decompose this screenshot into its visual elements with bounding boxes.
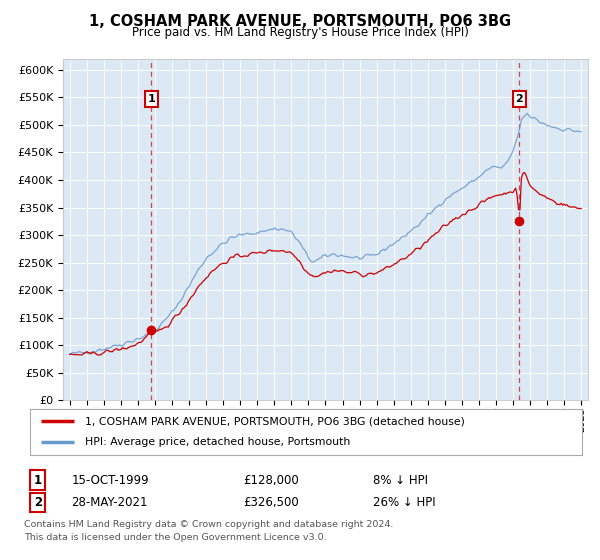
Text: £326,500: £326,500 <box>244 496 299 509</box>
Text: Contains HM Land Registry data © Crown copyright and database right 2024.
This d: Contains HM Land Registry data © Crown c… <box>23 520 393 542</box>
Text: 2: 2 <box>34 496 42 509</box>
Text: 26% ↓ HPI: 26% ↓ HPI <box>373 496 436 509</box>
Text: 2: 2 <box>515 94 523 104</box>
Text: 8% ↓ HPI: 8% ↓ HPI <box>373 474 428 487</box>
Text: 15-OCT-1999: 15-OCT-1999 <box>71 474 149 487</box>
Text: 1: 1 <box>34 474 42 487</box>
Text: 1: 1 <box>148 94 155 104</box>
Text: £128,000: £128,000 <box>244 474 299 487</box>
Text: 1, COSHAM PARK AVENUE, PORTSMOUTH, PO6 3BG (detached house): 1, COSHAM PARK AVENUE, PORTSMOUTH, PO6 3… <box>85 416 465 426</box>
Text: 1, COSHAM PARK AVENUE, PORTSMOUTH, PO6 3BG: 1, COSHAM PARK AVENUE, PORTSMOUTH, PO6 3… <box>89 14 511 29</box>
Text: Price paid vs. HM Land Registry's House Price Index (HPI): Price paid vs. HM Land Registry's House … <box>131 26 469 39</box>
Text: 28-MAY-2021: 28-MAY-2021 <box>71 496 148 509</box>
Text: HPI: Average price, detached house, Portsmouth: HPI: Average price, detached house, Port… <box>85 437 350 447</box>
